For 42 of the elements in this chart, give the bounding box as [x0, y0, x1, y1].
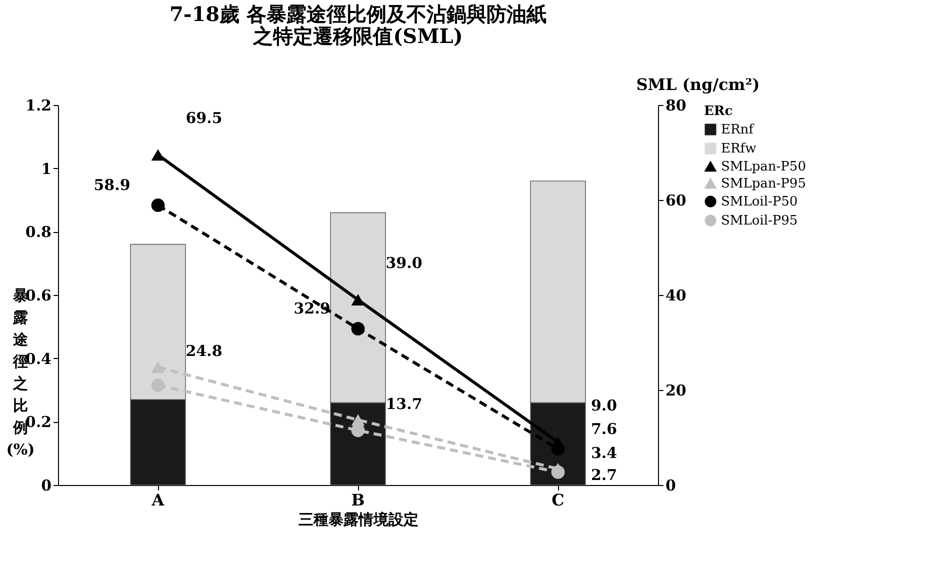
x-tick-label: B: [351, 490, 365, 510]
point: [351, 424, 365, 438]
text: 之特定遷移限值(SML): [253, 24, 463, 48]
x-tick-label: C: [552, 490, 564, 510]
data-label: 24.8: [186, 342, 222, 360]
y2-tick-label: 60: [666, 192, 686, 210]
y2-tick-label: 0: [666, 476, 676, 494]
point: [151, 361, 165, 374]
data-label: 13.7: [386, 394, 422, 413]
y2-tick-label: 80: [666, 96, 686, 114]
data-label: 2.7: [590, 466, 618, 484]
point: [151, 198, 165, 212]
data-label: 7.6: [590, 420, 618, 438]
data-label: 39.0: [386, 254, 422, 272]
legend-label: SMLoil-P50: [721, 194, 798, 210]
legend-label: ERfw: [721, 142, 756, 156]
text: 7-18歲 各暴露途徑比例及不沾鍋與防油紙: [169, 2, 547, 26]
y2-axis-title: SML (ng/cm²): [636, 75, 760, 94]
point: [351, 294, 365, 306]
y-tick-label: 0.8: [25, 223, 52, 242]
y-tick-label: 1.2: [25, 96, 52, 114]
x-axis-title: 三種暴露情境設定: [298, 510, 418, 528]
data-label: 3.4: [590, 444, 618, 462]
legend-label: ERnf: [721, 122, 755, 138]
data-label: 9.0: [590, 396, 618, 414]
legend-label: SMLpan-P95: [721, 176, 806, 192]
data-label: 69.5: [186, 108, 222, 127]
point: [551, 465, 565, 479]
y-tick-label: 1: [41, 160, 52, 178]
y-tick-label: 0: [41, 476, 52, 494]
point: [151, 149, 165, 161]
y2-tick-label: 20: [666, 382, 686, 400]
legend-label: SMLoil-P95: [721, 214, 798, 228]
y-tick-label: 0.6: [25, 286, 52, 304]
y2-tick-label: 40: [666, 286, 686, 304]
x-tick-label: A: [150, 490, 165, 510]
legend-title: ERc: [704, 104, 733, 119]
point: [151, 378, 165, 392]
data-label: 58.9: [94, 176, 130, 194]
legend-label: SMLpan-P50: [721, 160, 806, 174]
point: [551, 442, 565, 456]
point: [351, 322, 365, 336]
